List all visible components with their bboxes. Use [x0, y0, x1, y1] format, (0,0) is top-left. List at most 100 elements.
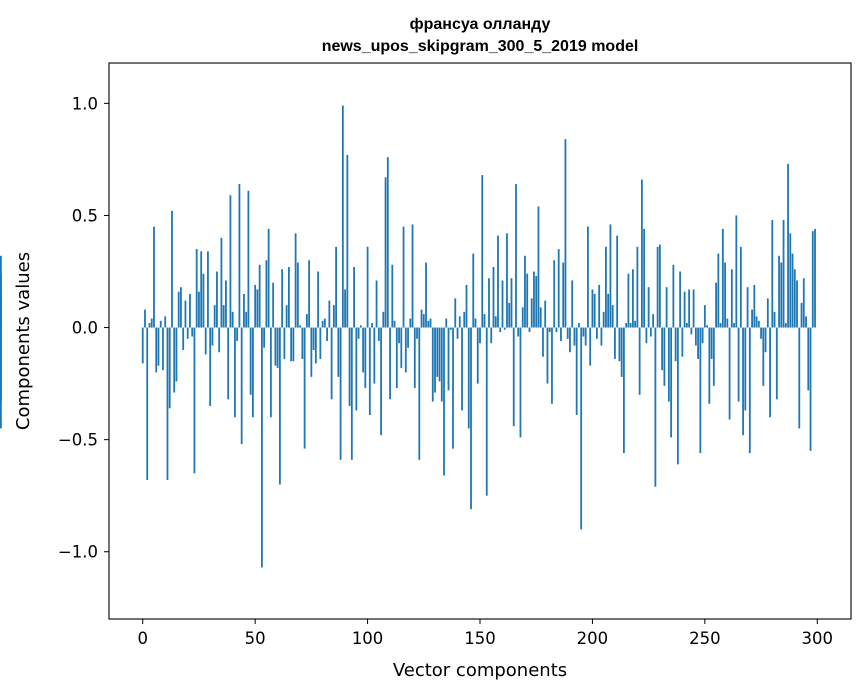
bar [456, 327, 459, 339]
bar [674, 327, 677, 362]
bar [249, 327, 252, 395]
bar [780, 262, 783, 328]
bar [159, 320, 162, 328]
bar [368, 327, 371, 415]
bar [308, 260, 311, 328]
bar [335, 246, 337, 328]
x-tick-label: 300 [802, 629, 834, 648]
bar [373, 327, 376, 384]
bar [483, 314, 486, 328]
bar [724, 262, 726, 328]
x-tick-label: 0 [137, 629, 148, 648]
bar [398, 327, 400, 344]
bar [431, 327, 434, 402]
bar [463, 311, 466, 328]
bar [227, 327, 230, 400]
bar [184, 300, 187, 328]
bar [189, 293, 191, 328]
bar [303, 327, 306, 449]
bar [420, 309, 423, 328]
bar [294, 233, 297, 328]
bar [458, 316, 461, 328]
bar [377, 327, 380, 341]
bar [737, 327, 740, 402]
bar [616, 235, 619, 328]
bar [155, 327, 158, 373]
bar [607, 293, 610, 328]
bar [647, 287, 650, 328]
bar [395, 327, 398, 389]
bar [391, 264, 394, 328]
bar [299, 325, 302, 328]
bar [413, 327, 416, 389]
bar [735, 215, 738, 328]
bar [452, 327, 454, 449]
y-tick-label: 1.0 [72, 94, 98, 113]
bar [0, 300, 2, 328]
bar [807, 327, 810, 391]
bar [802, 278, 805, 328]
bar [362, 327, 364, 373]
bar [445, 318, 448, 328]
bar [330, 327, 333, 400]
bar [721, 228, 724, 328]
bar [753, 284, 756, 328]
bar [717, 253, 720, 328]
bar [661, 327, 664, 371]
bar [742, 327, 744, 436]
bar [667, 327, 670, 402]
bar [434, 327, 436, 393]
y-axis-ticks: −1.0 −0.5 0.0 0.5 1.0 [58, 94, 109, 562]
bar [341, 105, 344, 328]
bar [796, 280, 798, 328]
bar [312, 327, 315, 350]
bar [243, 293, 245, 328]
bar [600, 327, 603, 346]
bar [350, 327, 353, 460]
bar [438, 327, 441, 382]
bar [479, 327, 481, 344]
bar [220, 237, 223, 328]
bar [485, 327, 488, 496]
bar [470, 327, 472, 510]
bar [497, 235, 499, 328]
bar [584, 327, 587, 346]
bar [587, 226, 589, 328]
bar [393, 320, 396, 328]
bar [476, 327, 479, 384]
bar [425, 262, 427, 328]
bar [499, 327, 502, 333]
bar [791, 253, 794, 328]
bar [760, 327, 762, 339]
bar [544, 300, 547, 328]
x-axis-label: Vector components [393, 660, 567, 681]
bar [643, 228, 646, 328]
bar [690, 327, 693, 335]
bar [326, 327, 328, 341]
bar [310, 327, 313, 377]
bar [418, 327, 421, 460]
bar [332, 305, 335, 328]
bar [665, 287, 668, 328]
bar [728, 327, 731, 420]
bar [679, 271, 682, 328]
chart-subtitle: news_upos_skipgram_300_5_2019 model [322, 38, 639, 55]
bar [521, 307, 524, 328]
bar [193, 327, 196, 474]
bar [162, 327, 164, 371]
bar [602, 311, 605, 328]
bar [782, 219, 785, 328]
bar [798, 327, 801, 429]
bar [784, 323, 787, 328]
bar [472, 253, 475, 328]
bar [649, 327, 652, 337]
x-tick-label: 250 [689, 629, 721, 648]
bar [258, 264, 261, 328]
bar [699, 327, 702, 454]
bar [422, 314, 425, 328]
bar [598, 284, 601, 328]
bar [562, 262, 565, 328]
bar [319, 327, 322, 359]
bar [344, 289, 346, 328]
